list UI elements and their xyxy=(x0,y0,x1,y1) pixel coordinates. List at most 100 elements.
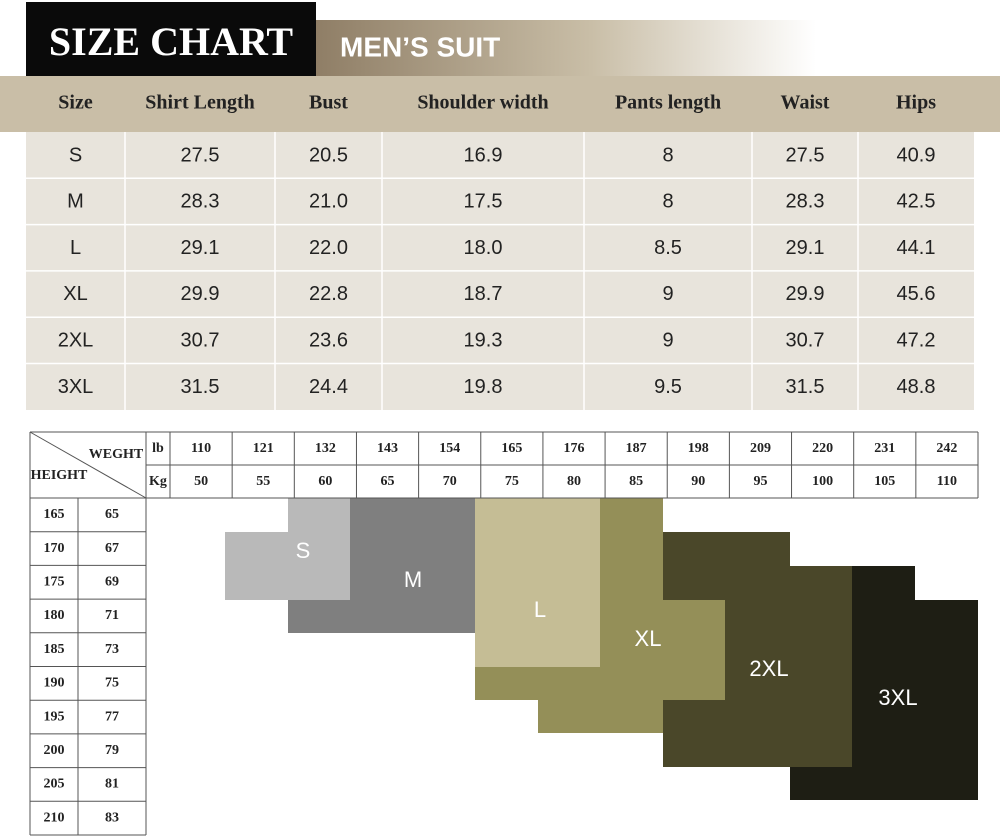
table-header-band xyxy=(0,76,1000,132)
table-cell: 28.3 xyxy=(181,191,220,213)
kg-value: 85 xyxy=(629,474,643,489)
table-cell: 40.9 xyxy=(897,144,936,166)
table-cell: 24.4 xyxy=(309,376,348,398)
size-label: M xyxy=(404,567,422,592)
height-cm: 165 xyxy=(44,507,65,522)
lb-value: 176 xyxy=(564,441,585,456)
table-cell: M xyxy=(67,191,84,213)
lb-value: 154 xyxy=(439,441,460,456)
table-cell: 20.5 xyxy=(309,144,348,166)
column-header: Pants length xyxy=(615,92,721,114)
height-cm: 195 xyxy=(44,709,65,724)
height-cm: 205 xyxy=(44,777,65,792)
height-in: 71 xyxy=(105,608,119,623)
table-cell: 17.5 xyxy=(464,191,503,213)
table-cell: 22.8 xyxy=(309,283,348,305)
subtitle: MEN’S SUIT xyxy=(340,31,500,62)
height-in: 79 xyxy=(105,743,119,758)
table-cell: 30.7 xyxy=(786,329,825,351)
kg-value: 65 xyxy=(381,474,395,489)
size-label: S xyxy=(296,538,311,563)
table-cell: 16.9 xyxy=(464,144,503,166)
lb-label: lb xyxy=(152,441,164,456)
lb-value: 242 xyxy=(936,441,957,456)
table-cell: 19.8 xyxy=(464,376,503,398)
table-cell: 22.0 xyxy=(309,237,348,259)
table-cell: 18.0 xyxy=(464,237,503,259)
kg-value: 90 xyxy=(691,474,705,489)
table-cell: 9 xyxy=(662,329,673,351)
size-label: 3XL xyxy=(878,685,917,710)
lb-value: 198 xyxy=(688,441,709,456)
table-cell: 42.5 xyxy=(897,191,936,213)
lb-value: 110 xyxy=(191,441,211,456)
table-cell: 45.6 xyxy=(897,283,936,305)
kg-value: 55 xyxy=(256,474,270,489)
height-cm: 210 xyxy=(44,810,65,825)
table-cell: XL xyxy=(63,283,87,305)
table-cell: S xyxy=(69,144,82,166)
kg-value: 50 xyxy=(194,474,208,489)
kg-label: Kg xyxy=(149,474,167,489)
region-2xl xyxy=(663,532,852,767)
table-cell: 2XL xyxy=(58,329,94,351)
table-cell: 27.5 xyxy=(181,144,220,166)
column-header: Hips xyxy=(896,92,936,114)
size-label: L xyxy=(534,597,546,622)
kg-value: 60 xyxy=(318,474,332,489)
lb-value: 209 xyxy=(750,441,771,456)
height-in: 69 xyxy=(105,574,119,589)
height-cm: 175 xyxy=(44,574,65,589)
lb-value: 231 xyxy=(874,441,895,456)
size-label: XL xyxy=(635,626,662,651)
size-label: 2XL xyxy=(749,656,788,681)
height-cm: 200 xyxy=(44,743,65,758)
table-cell: 23.6 xyxy=(309,329,348,351)
grid-line xyxy=(29,431,147,499)
kg-value: 110 xyxy=(937,474,957,489)
table-cell: 8.5 xyxy=(654,237,682,259)
column-header: Size xyxy=(58,92,93,114)
region-xl xyxy=(475,498,725,733)
table-cell: 31.5 xyxy=(181,376,220,398)
lb-value: 165 xyxy=(501,441,522,456)
title: SIZE CHART xyxy=(49,19,294,64)
lb-value: 187 xyxy=(626,441,647,456)
table-cell: 21.0 xyxy=(309,191,348,213)
table-cell: L xyxy=(70,237,81,259)
kg-value: 100 xyxy=(812,474,833,489)
region-l xyxy=(475,498,600,667)
height-in: 73 xyxy=(105,642,119,657)
lb-value: 132 xyxy=(315,441,336,456)
table-cell: 31.5 xyxy=(786,376,825,398)
kg-value: 75 xyxy=(505,474,519,489)
height-in: 67 xyxy=(105,541,119,556)
height-cm: 190 xyxy=(44,676,65,691)
table-cell: 44.1 xyxy=(897,237,936,259)
lb-value: 143 xyxy=(377,441,398,456)
table-cell: 29.1 xyxy=(181,237,220,259)
subtitle-band xyxy=(316,20,816,76)
column-header: Shirt Length xyxy=(145,92,254,114)
table-cell: 8 xyxy=(662,144,673,166)
table-cell: 18.7 xyxy=(464,283,503,305)
height-in: 75 xyxy=(105,676,119,691)
size-regions xyxy=(225,498,978,800)
region-m xyxy=(288,498,475,633)
height-cm: 185 xyxy=(44,642,65,657)
title-box xyxy=(26,2,316,76)
table-cell: 47.2 xyxy=(897,329,936,351)
lb-value: 121 xyxy=(253,441,274,456)
table-cell: 48.8 xyxy=(897,376,936,398)
region-3xl xyxy=(790,566,978,800)
lb-value: 220 xyxy=(812,441,833,456)
table-cell: 8 xyxy=(662,191,673,213)
table-cell: 29.9 xyxy=(181,283,220,305)
table-cell: 9 xyxy=(662,283,673,305)
kg-value: 80 xyxy=(567,474,581,489)
table-cell: 27.5 xyxy=(786,144,825,166)
column-header: Shoulder width xyxy=(417,92,548,114)
height-cm: 180 xyxy=(44,608,65,623)
kg-value: 95 xyxy=(753,474,767,489)
